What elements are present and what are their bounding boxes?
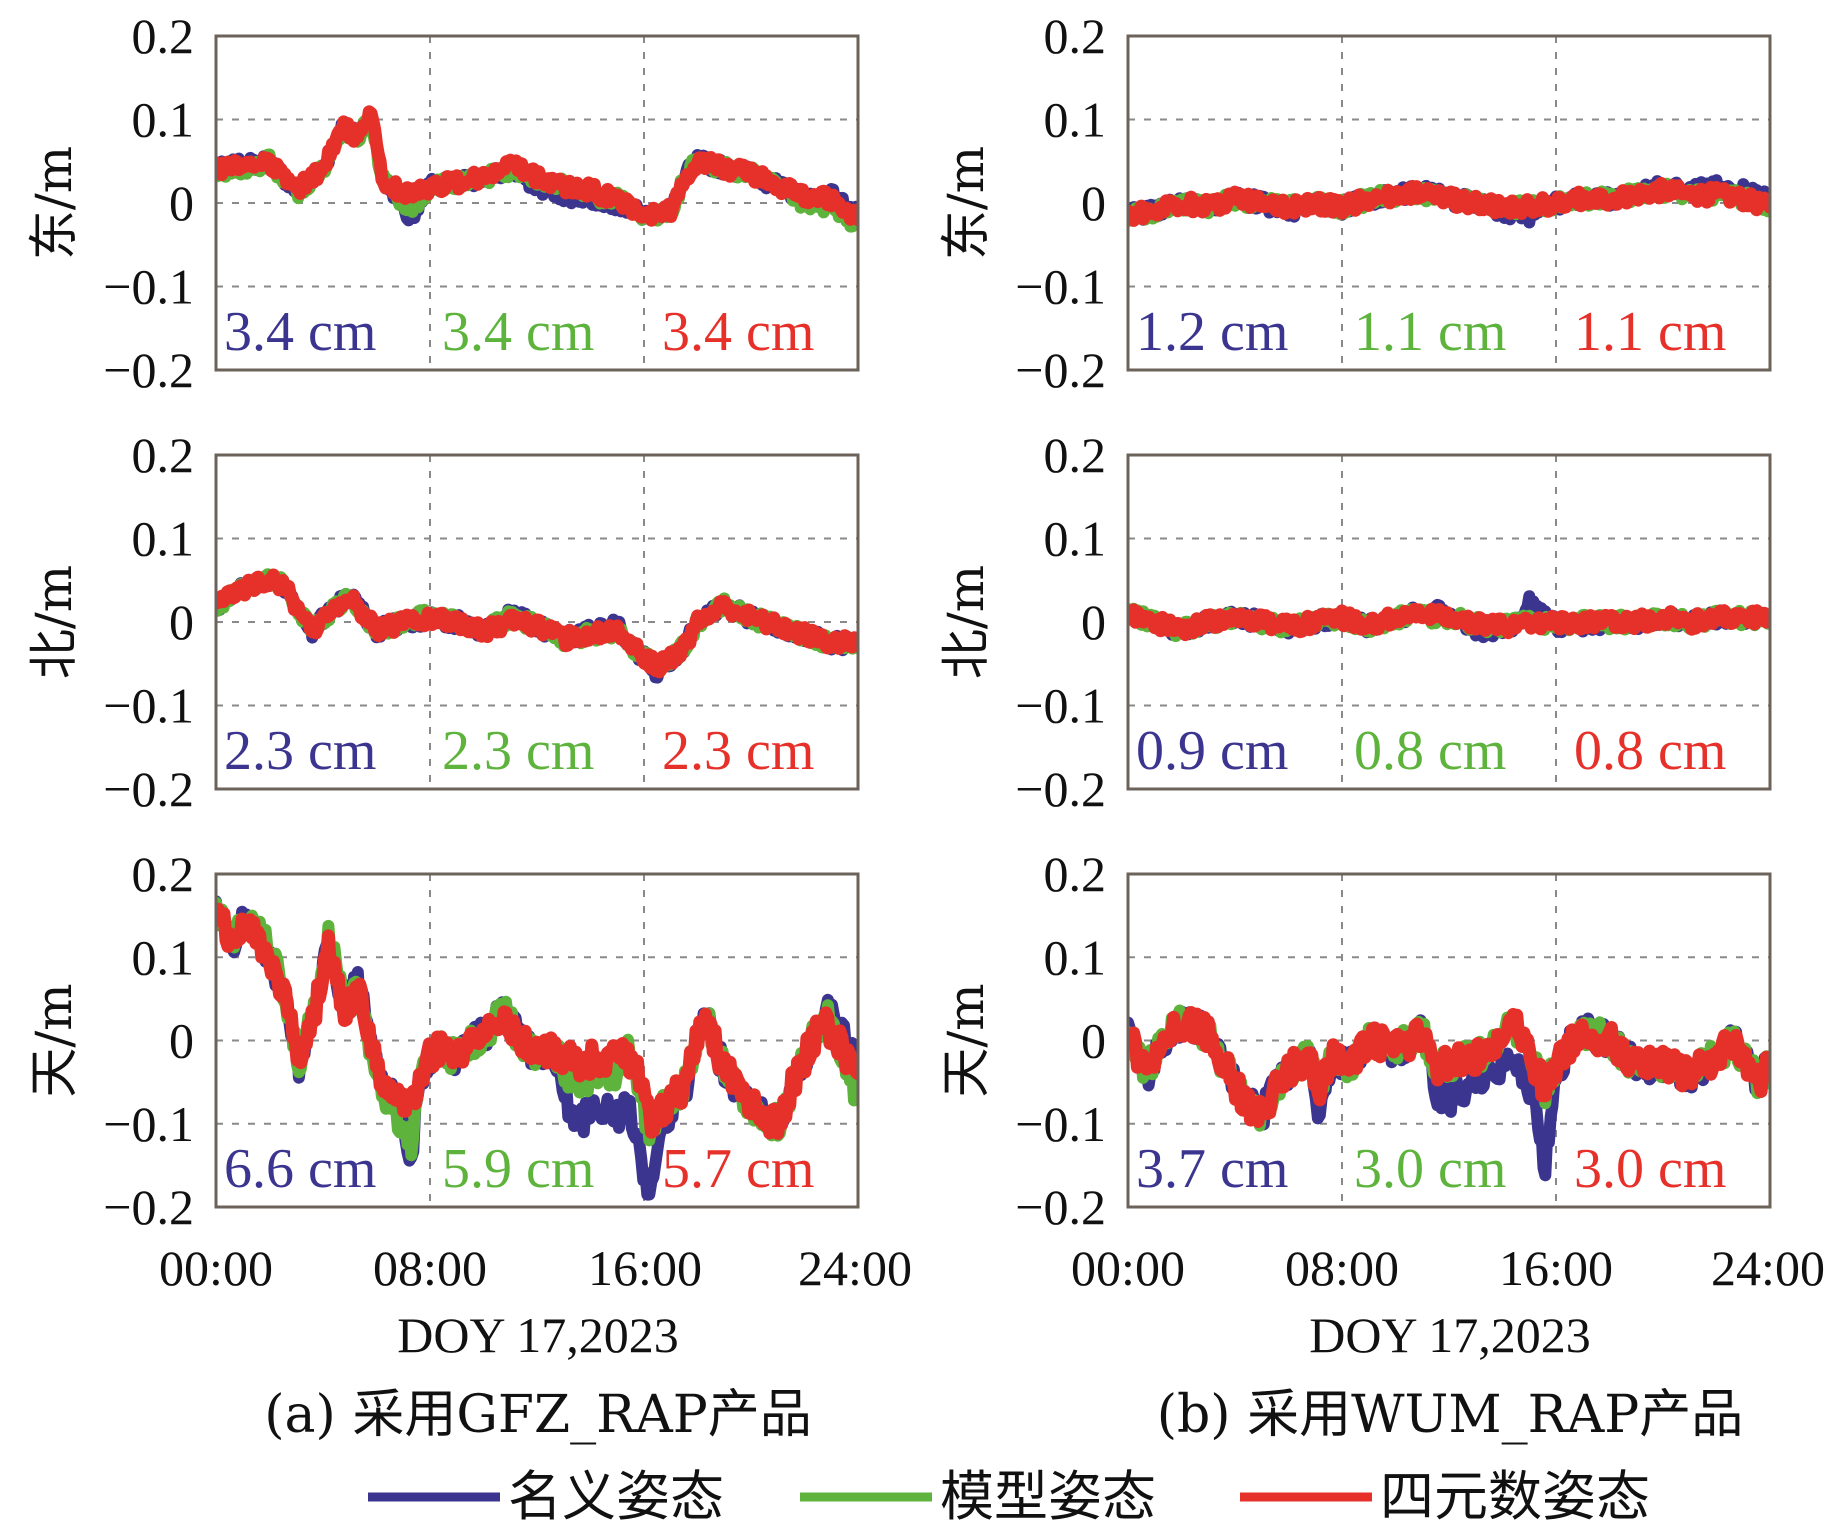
- x-axis-title: DOY 17,2023: [1309, 1307, 1590, 1363]
- y-tick-label: 0: [169, 175, 194, 231]
- rms-label-nominal: 1.2 cm: [1136, 301, 1288, 363]
- series-line-quaternion: [216, 105, 858, 227]
- panel-a-north: 0.2 0.1 0 −0.1 −0.2 北/m 2.3 cm 2.3 cm 2.3 cm: [25, 427, 860, 817]
- panel-a-east: 0.2 0.1 0 −0.1 −0.2 东/m 3.4 cm 3.4 cm 3.4 cm: [25, 8, 860, 398]
- y-tick-label: −0.1: [103, 1096, 194, 1152]
- y-tick-label: 0.1: [132, 929, 195, 985]
- y-tick-label: 0.2: [132, 427, 195, 483]
- y-tick-label: −0.2: [1015, 1179, 1106, 1235]
- rms-label-quaternion: 0.8 cm: [1574, 720, 1726, 782]
- plot-frame: [214, 872, 860, 1209]
- rms-label-nominal: 2.3 cm: [224, 720, 376, 782]
- plot-frame: [214, 453, 860, 791]
- legend-label-nominal: 名义姿态: [508, 1465, 724, 1528]
- rms-label-model: 1.1 cm: [1354, 301, 1506, 363]
- y-axis-title: 北/m: [937, 565, 995, 679]
- y-tick-label: −0.2: [103, 1179, 194, 1235]
- y-tick-label: 0: [1081, 1013, 1106, 1069]
- panel-a-up: 0.2 0.1 0 −0.1 −0.2 天/m 6.6 cm 5.9 cm 5.7 cm: [25, 846, 860, 1235]
- x-tick-label: 00:00: [1071, 1240, 1185, 1296]
- rms-label-model: 3.4 cm: [442, 301, 594, 363]
- x-tick-label: 24:00: [1711, 1240, 1825, 1296]
- rms-label-model: 5.9 cm: [442, 1138, 594, 1200]
- rms-label-nominal: 3.4 cm: [224, 301, 376, 363]
- y-tick-label: 0.2: [1044, 846, 1107, 902]
- x-axis-a: 00:00 08:00 16:00 24:00 DOY 17,2023 (a) …: [159, 1240, 912, 1445]
- legend: 名义姿态 模型姿态 四元数姿态: [368, 1465, 1650, 1528]
- y-axis-title: 天/m: [937, 983, 995, 1097]
- rms-label-quaternion: 5.7 cm: [662, 1138, 814, 1200]
- series-line-quaternion: [216, 902, 858, 1140]
- y-tick-label: 0.1: [1044, 511, 1107, 567]
- y-tick-label: 0.2: [1044, 8, 1107, 64]
- y-tick-label: −0.1: [1015, 259, 1106, 315]
- y-tick-label: 0: [1081, 594, 1106, 650]
- y-tick-label: 0.1: [1044, 929, 1107, 985]
- legend-label-quaternion: 四元数姿态: [1380, 1465, 1650, 1528]
- y-tick-label: 0.1: [1044, 92, 1107, 148]
- y-tick-label: 0.1: [132, 92, 195, 148]
- rms-label-model: 2.3 cm: [442, 720, 594, 782]
- panel-b-up: 0.2 0.1 0 −0.1 −0.2 天/m 3.7 cm 3.0 cm 3.0 cm: [937, 846, 1772, 1235]
- y-tick-label: −0.2: [103, 342, 194, 398]
- rms-label-nominal: 3.7 cm: [1136, 1138, 1288, 1200]
- y-tick-label: −0.1: [1015, 1096, 1106, 1152]
- y-tick-label: 0: [169, 1013, 194, 1069]
- caption-a: (a) 采用GFZ_RAP产品: [264, 1385, 812, 1445]
- y-tick-label: −0.2: [1015, 342, 1106, 398]
- y-tick-label: −0.2: [103, 761, 194, 817]
- y-tick-label: 0.2: [132, 846, 195, 902]
- y-axis-title: 天/m: [25, 983, 83, 1097]
- x-tick-label: 24:00: [798, 1240, 912, 1296]
- rms-label-nominal: 6.6 cm: [224, 1138, 376, 1200]
- x-axis-b: 00:00 08:00 16:00 24:00 DOY 17,2023 (b) …: [1071, 1240, 1825, 1445]
- plot-frame: [1126, 872, 1772, 1209]
- panel-b-north: 0.2 0.1 0 −0.1 −0.2 北/m 0.9 cm 0.8 cm 0.8 cm: [937, 427, 1772, 817]
- series-line-quaternion: [1128, 176, 1770, 227]
- rms-label-quaternion: 3.4 cm: [662, 301, 814, 363]
- y-tick-label: −0.1: [103, 259, 194, 315]
- y-axis-title: 东/m: [25, 146, 83, 260]
- y-axis-title: 北/m: [25, 565, 83, 679]
- plot-frame: [1126, 453, 1772, 791]
- plot-frame: [1126, 34, 1772, 372]
- y-tick-label: −0.2: [1015, 761, 1106, 817]
- y-tick-label: 0.1: [132, 511, 195, 567]
- rms-label-model: 3.0 cm: [1354, 1138, 1506, 1200]
- series-line-quaternion: [216, 568, 858, 679]
- x-tick-label: 16:00: [588, 1240, 702, 1296]
- y-tick-label: 0.2: [132, 8, 195, 64]
- rms-label-nominal: 0.9 cm: [1136, 720, 1288, 782]
- legend-label-model: 模型姿态: [940, 1465, 1156, 1528]
- rms-label-quaternion: 1.1 cm: [1574, 301, 1726, 363]
- x-tick-label: 08:00: [1285, 1240, 1399, 1296]
- plot-frame: [214, 34, 860, 372]
- y-tick-label: 0: [1081, 175, 1106, 231]
- y-tick-label: 0.2: [1044, 427, 1107, 483]
- x-tick-label: 08:00: [373, 1240, 487, 1296]
- series-line-quaternion: [1128, 1006, 1770, 1128]
- rms-label-model: 0.8 cm: [1354, 720, 1506, 782]
- rms-label-quaternion: 3.0 cm: [1574, 1138, 1726, 1200]
- y-axis-title: 东/m: [937, 146, 995, 260]
- x-axis-title: DOY 17,2023: [397, 1307, 678, 1363]
- x-tick-label: 00:00: [159, 1240, 273, 1296]
- series-line-quaternion: [1128, 602, 1770, 642]
- caption-b: (b) 采用WUM_RAP产品: [1157, 1385, 1744, 1445]
- y-tick-label: 0: [169, 594, 194, 650]
- x-tick-label: 16:00: [1499, 1240, 1613, 1296]
- y-tick-label: −0.1: [1015, 678, 1106, 734]
- rms-label-quaternion: 2.3 cm: [662, 720, 814, 782]
- y-tick-label: −0.1: [103, 678, 194, 734]
- panel-b-east: 0.2 0.1 0 −0.1 −0.2 东/m 1.2 cm 1.1 cm 1.1 cm: [937, 8, 1772, 398]
